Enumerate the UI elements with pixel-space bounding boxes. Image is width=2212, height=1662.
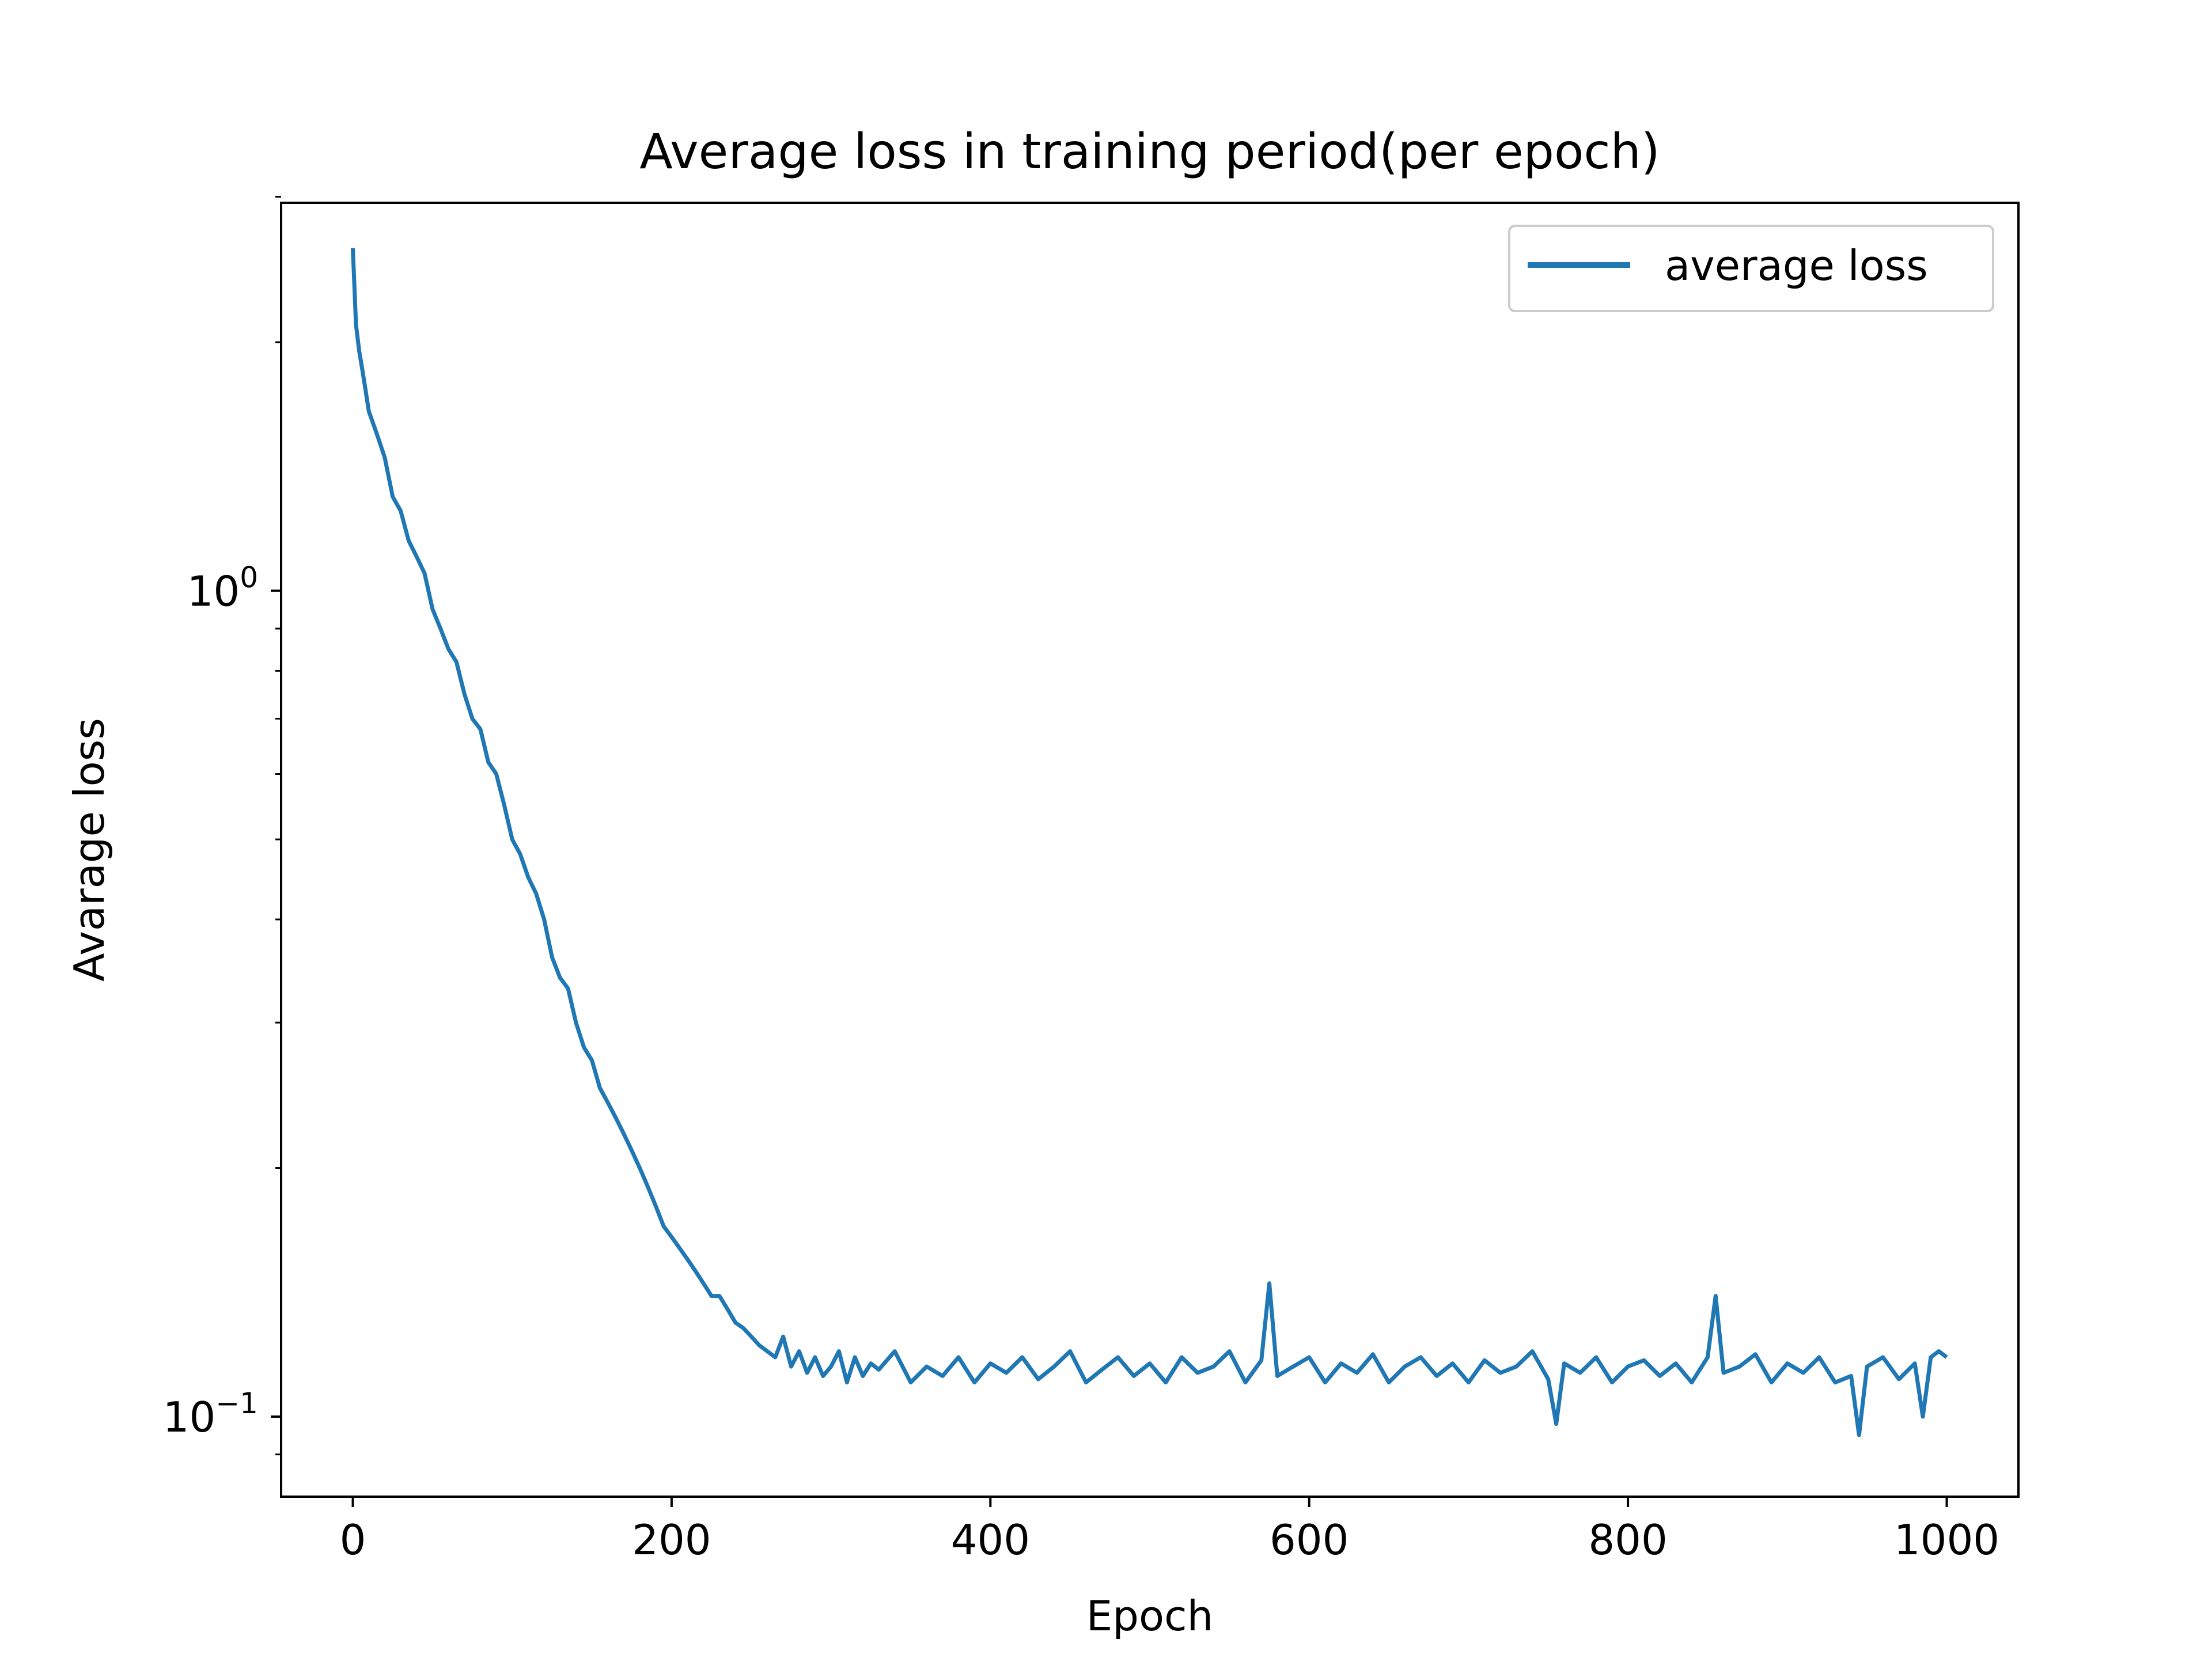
y-tick-base: 10 <box>163 1393 216 1441</box>
y-tick-exponent: 0 <box>240 561 258 595</box>
x-tick-label: 200 <box>632 1516 711 1564</box>
y-tick-label: 10−1 <box>163 1387 258 1441</box>
y-tick-label: 100 <box>187 561 258 616</box>
legend-box <box>1508 225 1994 312</box>
plot-frame <box>280 202 2020 1498</box>
x-tick-label: 0 <box>340 1516 366 1564</box>
x-tick-label: 800 <box>1588 1516 1667 1564</box>
x-tick-label: 600 <box>1270 1516 1349 1564</box>
x-tick-label: 1000 <box>1894 1516 1999 1564</box>
y-tick-base: 10 <box>187 567 240 616</box>
y-tick-exponent: −1 <box>215 1387 258 1420</box>
x-tick-label: 400 <box>951 1516 1030 1564</box>
y-axis-label: Avarage loss <box>65 718 113 981</box>
series-layer <box>351 248 1948 1437</box>
legend-label-average-loss: average loss <box>1665 241 1928 290</box>
series-line-average-loss <box>351 248 1948 1437</box>
x-axis-label: Epoch <box>1086 1592 1213 1640</box>
chart-title: Average loss in training period(per epoc… <box>639 123 1660 180</box>
legend: average loss <box>1508 225 1994 312</box>
